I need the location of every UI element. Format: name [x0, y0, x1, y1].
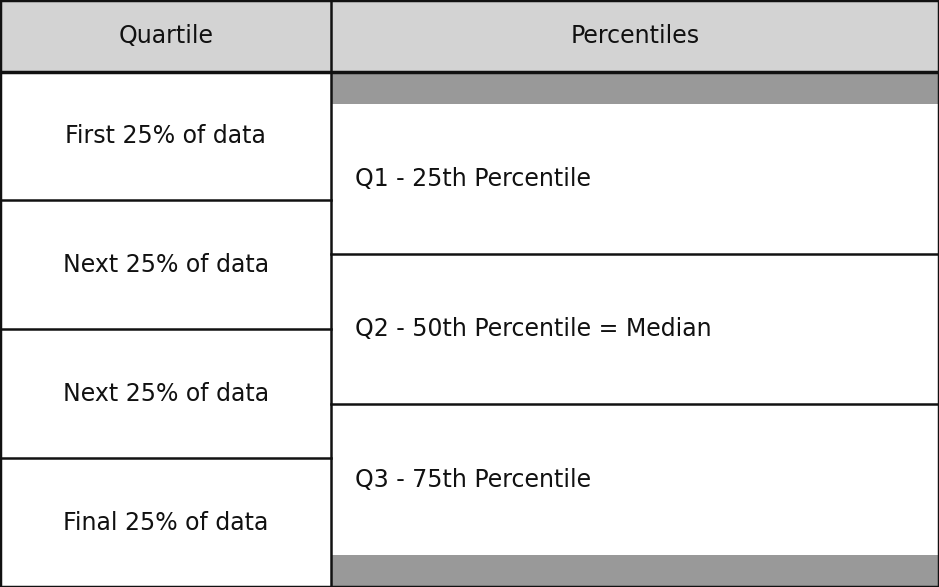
Text: Q2 - 50th Percentile = Median: Q2 - 50th Percentile = Median [355, 318, 712, 341]
Text: Next 25% of data: Next 25% of data [63, 253, 269, 277]
Text: Final 25% of data: Final 25% of data [63, 511, 269, 535]
Text: First 25% of data: First 25% of data [66, 124, 266, 148]
Bar [0, 72, 331, 587]
Text: Q1 - 25th Percentile: Q1 - 25th Percentile [355, 167, 591, 191]
Text: Next 25% of data: Next 25% of data [63, 382, 269, 406]
Text: Percentiles: Percentiles [571, 24, 700, 48]
Bar [0, 0, 939, 72]
Text: Q3 - 75th Percentile: Q3 - 75th Percentile [355, 468, 591, 491]
Bar [331, 72, 939, 104]
Bar [331, 555, 939, 587]
Bar [331, 72, 939, 587]
Text: Quartile: Quartile [118, 24, 213, 48]
